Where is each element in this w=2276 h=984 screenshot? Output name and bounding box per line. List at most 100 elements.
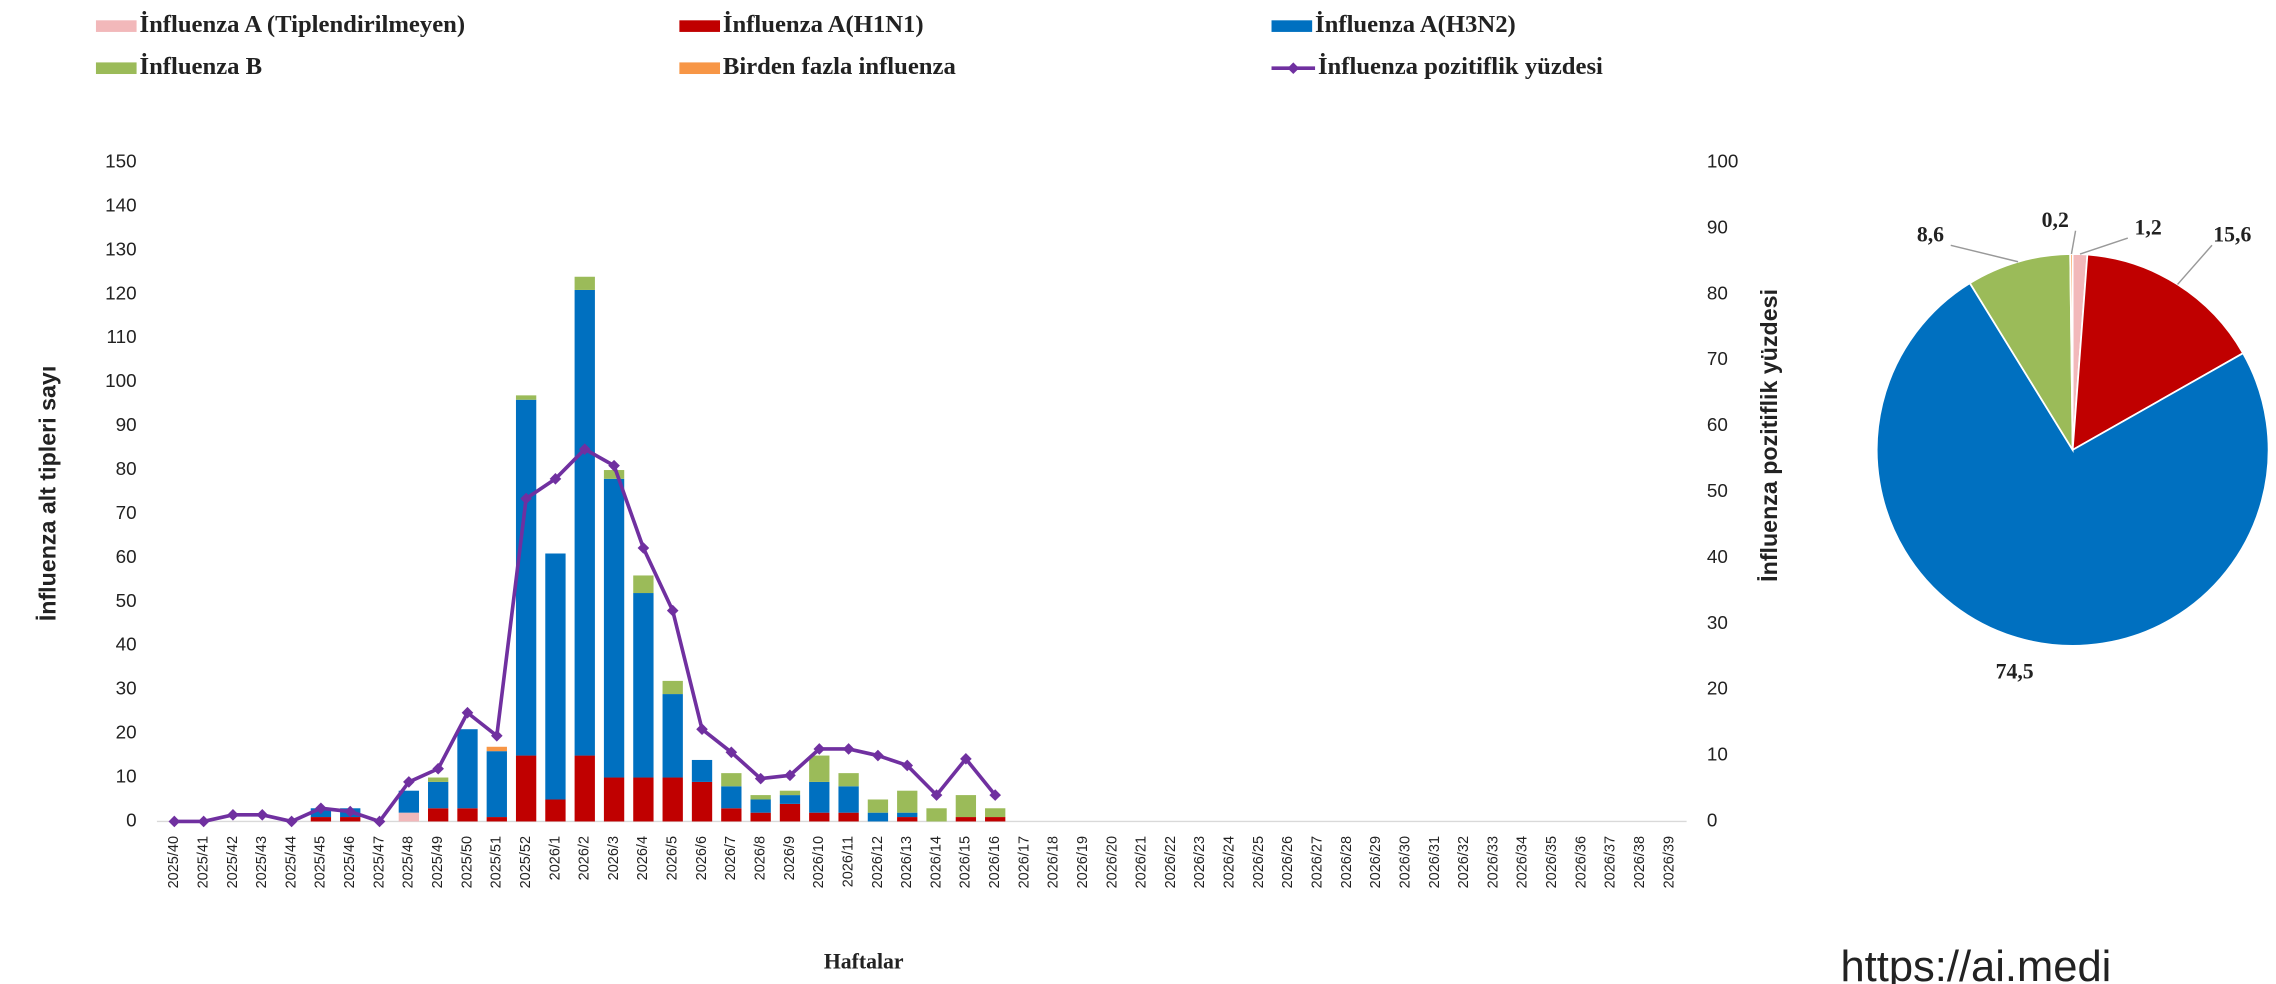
bar-segment	[779, 790, 801, 796]
legend-swatch	[679, 62, 721, 75]
pie-label: 0,2	[2042, 208, 2069, 232]
bar-segment	[515, 755, 537, 822]
line-marker	[520, 492, 532, 505]
y-tick-label: 20	[116, 722, 137, 743]
x-tick-label: 2025/41	[195, 836, 211, 888]
pie-label: 1,2	[2135, 215, 2162, 239]
x-tick-label: 2025/46	[342, 836, 358, 888]
x-tick-label: 2026/34	[1515, 836, 1531, 888]
pie-slice	[2071, 253, 2245, 452]
bar-segment	[662, 694, 683, 778]
bar-segment	[721, 786, 742, 809]
y-tick-label: 120	[105, 282, 136, 303]
x-tick-label: 2026/11	[840, 836, 856, 887]
legend-label: İnfluenza pozitiflik yüzdesi	[1318, 52, 1603, 80]
bar-segment	[985, 808, 1006, 818]
line-marker	[578, 443, 591, 455]
line-marker	[784, 769, 796, 782]
x-tick-label: 2026/35	[1544, 836, 1560, 888]
x-tick-label: 2026/29	[1368, 836, 1384, 888]
line-marker	[373, 815, 386, 828]
line-marker	[285, 815, 298, 828]
bar-segment	[867, 799, 889, 813]
bar-segment	[457, 729, 478, 809]
bar-segment	[662, 777, 683, 822]
x-tick-label: 2025/40	[166, 836, 182, 888]
line-marker	[549, 473, 562, 485]
bar-segment	[955, 795, 977, 818]
legend-label: İnfluenza A(H1N1)	[723, 10, 924, 38]
x-tick-label: 2026/21	[1134, 836, 1150, 888]
bar-segment	[721, 808, 742, 822]
line-marker	[813, 743, 826, 755]
bar-segment	[457, 808, 478, 822]
bar-segment	[603, 777, 625, 822]
bar-segment	[809, 755, 830, 782]
legend-label: İnfluenza B	[139, 52, 262, 80]
bar-segment	[662, 680, 683, 695]
x-tick-label: 2026/19	[1075, 836, 1091, 888]
bar-segment	[486, 751, 507, 818]
leader-line	[2079, 237, 2129, 255]
x-tick-label: 2025/51	[489, 836, 505, 888]
x-tick-label: 2025/50	[459, 836, 475, 888]
legend-label: İnfluenza A(H3N2)	[1315, 10, 1516, 38]
x-tick-label: 2026/38	[1632, 836, 1648, 888]
pie-label: 15,6	[2213, 223, 2251, 247]
bar-segment	[867, 812, 889, 822]
line-marker	[227, 809, 239, 821]
bar-segment	[633, 593, 654, 778]
bar-segment	[838, 812, 859, 822]
bar-segment	[515, 399, 537, 756]
y2-tick-label: 70	[1707, 348, 1728, 369]
line-marker	[930, 789, 943, 801]
y-tick-label: 140	[105, 194, 136, 215]
x-tick-label: 2025/42	[225, 836, 241, 888]
x-tick-label: 2025/49	[430, 836, 446, 888]
x-tick-label: 2026/24	[1222, 836, 1238, 888]
y2-tick-label: 50	[1707, 480, 1728, 501]
bar-segment	[486, 746, 507, 752]
line-marker	[872, 749, 884, 762]
x-tick-label: 2026/13	[899, 836, 915, 888]
leader-line	[2070, 230, 2077, 255]
x-tick-label: 2026/1	[547, 836, 563, 880]
bar-segment	[779, 795, 801, 804]
y2-tick-label: 80	[1707, 282, 1728, 303]
x-tick-label: 2026/26	[1280, 836, 1296, 888]
x-tick-label: 2026/3	[606, 836, 622, 880]
x-tick-label: 2026/25	[1251, 836, 1267, 888]
y2-axis-title: İnfluenza pozitiflik yüzdesi	[1756, 289, 1782, 582]
bar-segment	[574, 289, 595, 756]
bar-segment	[691, 781, 713, 822]
line-marker	[490, 729, 503, 742]
line-marker	[608, 459, 620, 472]
line-marker	[168, 815, 181, 828]
x-tick-label: 2026/10	[811, 836, 827, 888]
bar-segment	[428, 808, 449, 822]
bar-segment	[691, 759, 713, 782]
leader-line	[1950, 244, 2019, 263]
bar-segment	[633, 777, 654, 822]
pie-label: 74,5	[1996, 659, 2034, 683]
y2-tick-label: 90	[1707, 216, 1728, 237]
y-tick-label: 110	[107, 326, 137, 347]
line-marker	[754, 772, 767, 785]
x-tick-label: 2026/14	[928, 836, 944, 888]
line-marker	[696, 723, 708, 736]
bar-segment	[398, 812, 420, 822]
line-marker	[842, 743, 855, 755]
leader-line	[2177, 244, 2213, 285]
x-tick-label: 2026/2	[577, 836, 593, 880]
x-tick-label: 2026/39	[1661, 836, 1677, 888]
y-tick-label: 150	[105, 151, 136, 172]
x-tick-label: 2026/20	[1104, 836, 1120, 888]
y-tick-label: 40	[116, 634, 137, 655]
bar-segment	[428, 777, 449, 782]
y-tick-label: 60	[116, 546, 137, 567]
bar-segment	[603, 470, 625, 479]
x-tick-label: 2026/27	[1310, 836, 1326, 888]
legend-swatch	[679, 20, 721, 32]
y2-tick-label: 10	[1707, 744, 1728, 765]
x-tick-label: 2026/31	[1427, 836, 1443, 888]
